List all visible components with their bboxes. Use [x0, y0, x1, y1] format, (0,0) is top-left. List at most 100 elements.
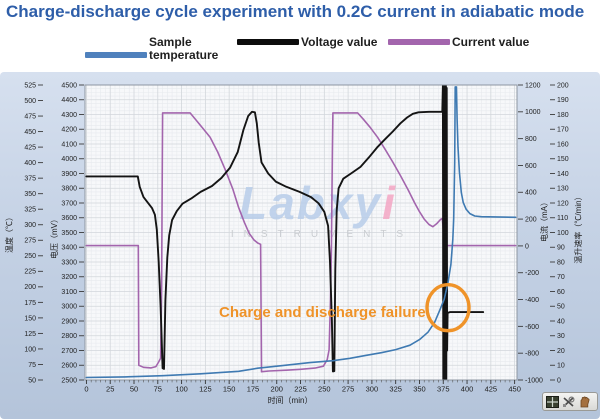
svg-text:175: 175 [24, 300, 36, 307]
svg-text:225: 225 [294, 385, 307, 394]
svg-text:4200: 4200 [61, 127, 77, 134]
svg-text:4300: 4300 [61, 112, 77, 119]
svg-text:3000: 3000 [61, 304, 77, 311]
page-title: Charge-discharge cycle experiment with 0… [6, 2, 585, 21]
svg-text:400: 400 [461, 385, 474, 394]
svg-text:3600: 3600 [61, 215, 77, 222]
svg-text:3900: 3900 [61, 171, 77, 178]
svg-text:3200: 3200 [61, 274, 77, 281]
svg-text:0: 0 [84, 385, 88, 394]
legend-item-current[interactable]: Current value [388, 36, 534, 49]
svg-text:4000: 4000 [61, 156, 77, 163]
rate-axis-title: 温升速率（℃/min） [573, 192, 583, 263]
svg-text:0: 0 [525, 243, 529, 250]
svg-text:100: 100 [557, 230, 569, 237]
series-current [85, 112, 517, 373]
current-line-swatch [388, 39, 450, 45]
svg-text:90: 90 [557, 245, 565, 252]
svg-text:150: 150 [557, 156, 569, 163]
svg-text:100: 100 [175, 385, 188, 394]
svg-text:4500: 4500 [61, 82, 77, 89]
current-axis-title: 电流（mA） [539, 198, 549, 242]
x-axis-title: 时间（min） [268, 395, 313, 405]
svg-text:350: 350 [413, 385, 426, 394]
svg-text:250: 250 [24, 253, 36, 260]
svg-text:1200: 1200 [525, 82, 541, 89]
legend-item-voltage[interactable]: Voltage value [237, 36, 383, 49]
failure-annotation-text: Charge and discharge failure [219, 304, 426, 321]
legend-label: Current value [452, 35, 530, 49]
svg-text:110: 110 [557, 215, 568, 222]
svg-text:600: 600 [525, 163, 537, 170]
svg-text:-400: -400 [525, 297, 539, 304]
svg-text:400: 400 [24, 160, 36, 167]
svg-text:70: 70 [557, 274, 565, 281]
plot-border [84, 84, 518, 381]
svg-text:-1000: -1000 [525, 377, 543, 384]
watermark-subtitle: INSTRUMENTS [231, 229, 413, 240]
svg-text:475: 475 [24, 113, 36, 120]
svg-text:3400: 3400 [61, 245, 77, 252]
svg-text:150: 150 [24, 315, 36, 322]
svg-text:3300: 3300 [61, 259, 77, 266]
svg-text:200: 200 [270, 385, 283, 394]
svg-text:400: 400 [525, 190, 537, 197]
svg-text:3100: 3100 [61, 289, 77, 296]
svg-text:3700: 3700 [61, 200, 77, 207]
chart-toolbar [542, 392, 598, 411]
svg-text:130: 130 [557, 186, 569, 193]
series-voltage [85, 84, 485, 381]
zoom-tool-button[interactable] [560, 395, 576, 409]
svg-text:300: 300 [366, 385, 379, 394]
svg-text:200: 200 [557, 82, 569, 89]
failure-highlight-circle [425, 283, 471, 333]
svg-text:2600: 2600 [61, 363, 77, 370]
watermark-logo: Labxyi [239, 177, 397, 229]
svg-text:375: 375 [437, 385, 450, 394]
svg-text:2800: 2800 [61, 333, 77, 340]
svg-text:3800: 3800 [61, 186, 77, 193]
magnifier-arrows-icon [562, 395, 575, 407]
temperature-axis: 50 75 100 125 150 175 200 225 250 275 300 325 350 375… [24, 82, 43, 384]
svg-text:275: 275 [342, 385, 355, 394]
svg-text:40: 40 [557, 318, 565, 325]
svg-text:150: 150 [223, 385, 236, 394]
svg-text:180: 180 [557, 112, 569, 119]
current-axis: -1000 -800 -600 -400 -200 0 200 400 600 800 1000 12… [518, 82, 543, 384]
x-axis: 0 25 50 75 100 125 150 175 200 225 250 275 300 325 350… [84, 380, 521, 394]
svg-text:80: 80 [557, 259, 565, 266]
svg-text:75: 75 [28, 362, 36, 369]
svg-text:140: 140 [557, 171, 569, 178]
svg-text:450: 450 [508, 385, 521, 394]
svg-text:125: 125 [24, 331, 36, 338]
svg-text:325: 325 [24, 207, 36, 214]
svg-text:175: 175 [247, 385, 260, 394]
svg-text:2500: 2500 [61, 377, 77, 384]
svg-text:425: 425 [485, 385, 498, 394]
zoom-box-button[interactable] [544, 395, 560, 409]
svg-text:125: 125 [199, 385, 212, 394]
svg-text:2700: 2700 [61, 348, 77, 355]
svg-text:325: 325 [389, 385, 402, 394]
rate-axis: 0 10 20 30 40 50 60 70 80 90 100 110 120 130 140 150 160… [550, 82, 569, 384]
temperature-axis-title: 温度（℃） [4, 213, 14, 253]
voltage-line-swatch [237, 39, 299, 45]
voltage-axis: 2500 2600 2700 2800 2900 3000 3100 3200 3300 3400… [61, 82, 84, 384]
voltage-axis-title: 电压（mV） [49, 215, 59, 259]
chart-legend: Sample temperature Voltage value Current… [0, 36, 600, 70]
pan-button[interactable] [576, 395, 592, 409]
crosshair-square-icon [545, 395, 559, 408]
svg-text:375: 375 [24, 176, 36, 183]
legend-item-sample-temperature[interactable]: Sample temperature [85, 36, 231, 62]
svg-text:1000: 1000 [525, 109, 541, 116]
svg-text:275: 275 [24, 238, 36, 245]
svg-text:4400: 4400 [61, 97, 77, 104]
svg-text:3500: 3500 [61, 230, 77, 237]
svg-text:-200: -200 [525, 270, 539, 277]
svg-text:60: 60 [557, 289, 565, 296]
svg-text:300: 300 [24, 222, 36, 229]
svg-text:170: 170 [557, 127, 569, 134]
svg-text:425: 425 [24, 145, 36, 152]
svg-text:450: 450 [24, 129, 36, 136]
